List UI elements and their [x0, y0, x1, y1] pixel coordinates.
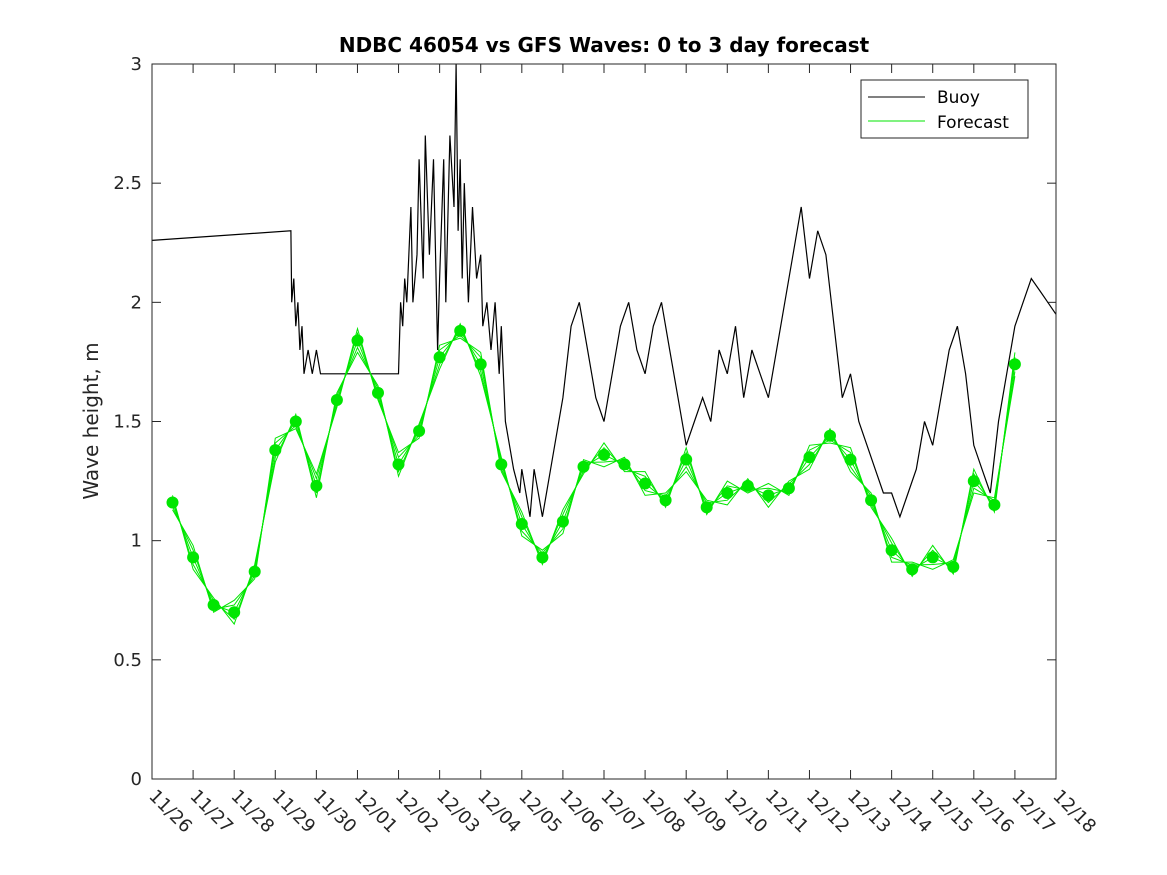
forecast-point: [454, 324, 467, 337]
forecast-point: [556, 515, 569, 528]
x-tick-label: 11/27: [186, 786, 238, 838]
y-tick-label: 0: [131, 769, 142, 790]
y-tick-label: 3: [131, 54, 142, 75]
forecast-point: [351, 334, 364, 347]
x-tick-label: 12/17: [1007, 786, 1059, 838]
forecast-point: [926, 551, 939, 564]
forecast-point: [782, 482, 795, 495]
x-tick-label: 12/04: [473, 786, 525, 838]
forecast-point: [577, 460, 590, 473]
x-tick-label: 12/18: [1048, 786, 1100, 838]
forecast-point: [967, 475, 980, 488]
x-tick-label: 12/12: [802, 786, 854, 838]
forecast-point: [947, 560, 960, 573]
forecast-point: [906, 563, 919, 576]
forecast-point: [824, 429, 836, 442]
x-tick-label: 11/28: [227, 786, 279, 838]
x-tick-label: 12/07: [596, 786, 648, 838]
forecast-point: [269, 444, 282, 457]
y-tick-label: 0.5: [113, 650, 142, 671]
x-tick-label: 11/26: [144, 786, 196, 838]
legend-forecast-label: Forecast: [937, 113, 1009, 133]
x-tick-label: 12/06: [555, 786, 607, 838]
series-line-buoy: [151, 63, 1057, 519]
forecast-point: [228, 606, 241, 619]
y-tick-label: 1.5: [113, 412, 142, 433]
legend: Buoy Forecast: [860, 79, 1029, 139]
x-tick-label: 12/10: [720, 786, 772, 838]
x-tick-label: 12/13: [843, 786, 895, 838]
x-tick-label: 12/01: [350, 786, 402, 838]
forecast-point: [207, 599, 220, 611]
forecast-point: [289, 415, 302, 428]
forecast-point: [166, 496, 179, 509]
y-tick-label: 2: [131, 292, 142, 313]
forecast-point: [700, 501, 713, 514]
x-tick-label: 12/05: [514, 786, 566, 838]
forecast-point: [392, 458, 405, 471]
x-tick-label: 12/09: [679, 786, 731, 838]
forecast-point: [721, 487, 734, 499]
forecast-point: [639, 477, 652, 490]
forecast-point: [474, 358, 487, 371]
chart-title: NDBC 46054 vs GFS Waves: 0 to 3 day fore…: [339, 33, 870, 57]
x-tick-label: 12/14: [884, 786, 936, 838]
x-tick-label: 12/02: [391, 786, 443, 838]
x-tick-label: 12/16: [966, 786, 1018, 838]
legend-buoy-label: Buoy: [937, 88, 980, 108]
x-tick-label: 12/03: [432, 786, 484, 838]
series-line-forecast-run-1: [172, 330, 1016, 613]
forecast-point: [659, 494, 672, 507]
forecast-point: [310, 479, 323, 492]
forecast-point: [885, 544, 898, 557]
forecast-point: [495, 458, 508, 471]
forecast-point: [844, 453, 857, 466]
forecast-point: [598, 448, 610, 461]
series-layer: [151, 63, 1057, 626]
x-tick-label: 11/29: [268, 786, 320, 838]
forecast-point: [372, 386, 384, 399]
legend-box: [860, 79, 1029, 139]
forecast-point: [988, 498, 1001, 511]
y-axis-label: Wave height, m: [79, 342, 103, 499]
forecast-point: [515, 518, 528, 530]
x-tick-label: 12/11: [761, 786, 813, 838]
forecast-point: [1008, 358, 1021, 371]
forecast-point: [618, 458, 631, 471]
forecast-point: [536, 551, 549, 564]
x-tick-label: 11/30: [309, 786, 361, 838]
y-tick-label: 1: [131, 531, 142, 552]
series-line-forecast-run-2: [172, 331, 1016, 610]
forecast-point: [248, 565, 261, 578]
forecast-point: [865, 494, 878, 507]
forecast-point: [741, 479, 754, 492]
forecast-point: [330, 394, 343, 406]
forecast-point: [680, 453, 693, 466]
y-tick-label: 2.5: [113, 173, 142, 194]
forecast-point: [433, 351, 446, 364]
forecast-point: [762, 489, 775, 502]
x-tick-label: 12/15: [925, 786, 977, 838]
forecast-point: [803, 451, 816, 464]
forecast-point: [187, 551, 200, 564]
forecast-point: [413, 425, 426, 437]
x-tick-label: 12/08: [638, 786, 690, 838]
series-line-forecast-run-4: [172, 326, 1016, 613]
